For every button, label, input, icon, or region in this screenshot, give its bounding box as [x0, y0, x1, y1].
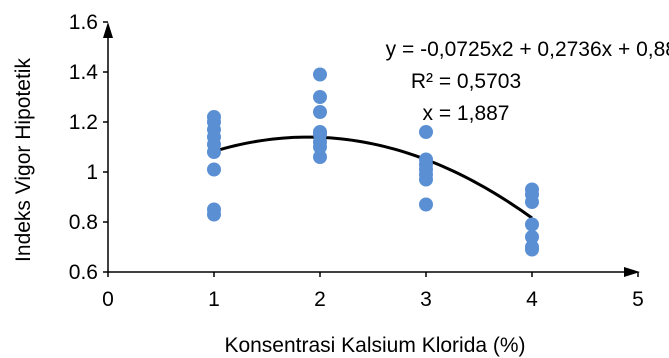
r-squared-label: R² = 0,5703 — [411, 70, 521, 93]
data-point — [313, 67, 327, 82]
y-tick-label: 1.2 — [69, 111, 98, 134]
x-tick-label: 0 — [102, 288, 114, 311]
data-point — [313, 140, 327, 154]
data-point — [525, 195, 539, 209]
x-tick-label: 2 — [314, 288, 326, 311]
data-point — [419, 197, 433, 212]
data-point — [525, 217, 539, 232]
y-tick-label: 0.8 — [69, 211, 98, 234]
trendline-equation: y = -0,0725x2 + 0,2736x + 0,8815 — [386, 38, 669, 61]
points-group — [207, 67, 539, 257]
data-point — [207, 207, 221, 222]
data-point — [525, 230, 539, 244]
y-axis-label: Indeks Vigor Hipotetik — [12, 58, 35, 262]
y-tick-label: 1.4 — [69, 61, 99, 84]
x-tick-label: 4 — [526, 288, 538, 311]
y-tick-label: 1 — [86, 161, 98, 184]
x-axis-label: Konsentrasi Kalsium Klorida (%) — [224, 334, 525, 357]
x-axis-arrow — [624, 267, 640, 277]
data-point — [207, 145, 221, 159]
data-point — [419, 125, 433, 139]
data-point — [313, 150, 327, 164]
data-point — [207, 162, 221, 177]
y-tick-label: 1.6 — [69, 11, 98, 34]
trendline — [213, 135, 533, 220]
y-tick-label: 0.6 — [69, 261, 98, 284]
data-point — [313, 90, 327, 104]
y-axis-arrow — [103, 22, 113, 38]
x-tick-label: 3 — [420, 288, 432, 311]
data-point — [419, 172, 433, 187]
ticks: 0 1 2 3 4 5 0.6 0.8 1 1.2 1.4 1.6 — [69, 11, 644, 311]
x-tick-label: 5 — [632, 288, 644, 311]
optimum-x-label: x = 1,887 — [423, 102, 510, 125]
trendline-group — [213, 135, 533, 220]
x-tick-label: 1 — [208, 288, 220, 311]
data-point — [313, 105, 327, 119]
data-point — [525, 242, 539, 257]
